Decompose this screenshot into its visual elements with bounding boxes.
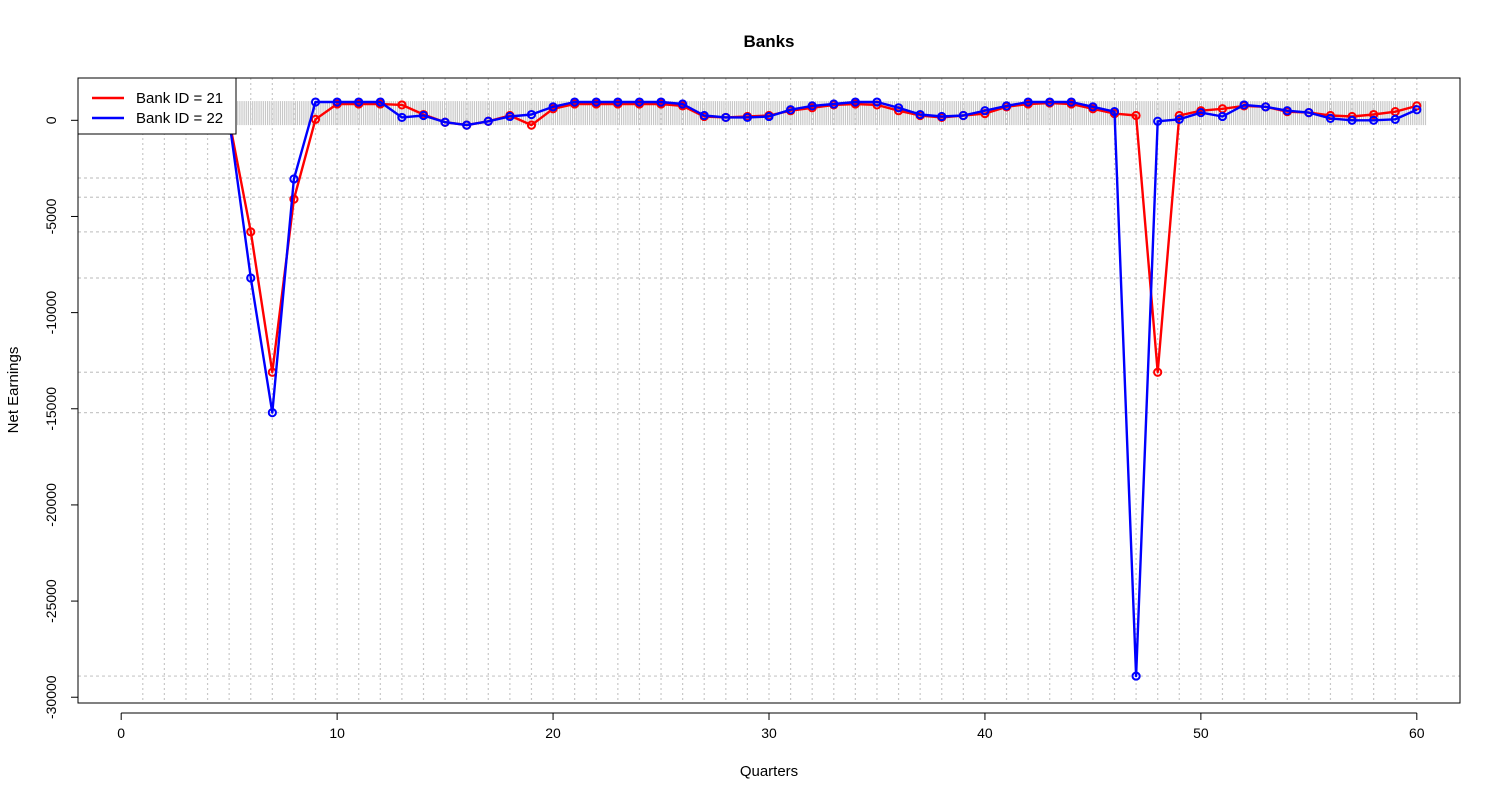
data-point: [1153, 116, 1163, 126]
y-tick-label: -30000: [43, 675, 59, 719]
data-point: [1390, 114, 1400, 124]
data-point: [289, 194, 299, 204]
data-point: [1412, 105, 1422, 115]
legend-box: [77, 77, 237, 135]
y-tick-label: -25000: [43, 579, 59, 623]
y-tick-label: -15000: [43, 387, 59, 431]
data-point: [526, 120, 537, 130]
data-point: [915, 109, 925, 120]
series-line-1: [228, 100, 1418, 678]
x-tick-label: 50: [1193, 725, 1209, 741]
data-point: [440, 117, 450, 127]
data-point: [1217, 111, 1228, 122]
x-tick-label: 40: [977, 725, 993, 741]
data-point: [764, 111, 774, 122]
data-point: [418, 110, 429, 121]
x-axis-label: Quarters: [740, 763, 798, 780]
data-point: [980, 106, 990, 116]
y-tick-label: 0: [43, 116, 59, 124]
data-point: [1369, 115, 1379, 125]
data-point: [375, 97, 385, 107]
data-point: [1347, 115, 1357, 125]
data-point: [1066, 97, 1076, 107]
data-point: [267, 408, 277, 418]
data-point: [1261, 102, 1271, 112]
legend: Bank ID = 21 Bank ID = 22: [77, 77, 237, 135]
data-point: [526, 109, 537, 120]
data-point: [742, 112, 753, 123]
data-point: [1304, 108, 1314, 118]
series-line-0: [228, 101, 1418, 374]
data-point: [1369, 109, 1379, 120]
data-point: [246, 273, 256, 283]
data-point: [1023, 97, 1033, 107]
data-point: [310, 114, 321, 124]
data-point: [937, 111, 947, 122]
data-point: [958, 110, 968, 121]
data-point: [893, 103, 904, 113]
data-point: [397, 100, 407, 110]
data-point: [1153, 367, 1163, 377]
data-point: [1239, 100, 1249, 110]
data-point: [1045, 97, 1055, 107]
data-point: [1174, 114, 1184, 124]
data-point: [354, 97, 364, 107]
data-point: [678, 99, 688, 109]
data-point: [310, 97, 321, 107]
x-tick-label: 10: [329, 725, 345, 741]
data-point: [246, 227, 256, 237]
data-point: [785, 105, 796, 115]
data-point: [829, 99, 839, 109]
data-point: [807, 101, 817, 111]
data-point: [462, 120, 472, 130]
data-point: [548, 102, 558, 112]
x-tick-label: 20: [545, 725, 561, 741]
x-tick-label: 0: [117, 725, 125, 741]
data-point: [634, 97, 645, 107]
y-tick-label: -10000: [43, 291, 59, 335]
data-point: [613, 97, 623, 107]
legend-label-bank-22: Bank ID = 22: [136, 110, 223, 127]
data-point: [332, 97, 342, 107]
data-point: [850, 97, 860, 107]
data-point: [1412, 101, 1422, 111]
data-point: [1131, 671, 1141, 681]
x-tick-label: 60: [1409, 725, 1425, 741]
data-point: [872, 97, 882, 107]
data-point: [1282, 106, 1292, 116]
data-point: [505, 111, 515, 122]
data-point: [1196, 108, 1206, 118]
data-point: [570, 97, 580, 107]
chart-title: Banks: [743, 32, 794, 51]
data-point: [1088, 102, 1098, 112]
data-point: [721, 112, 731, 123]
data-point: [397, 112, 407, 123]
data-point: [1325, 113, 1336, 123]
axis-layer: 0 10 20 30 40 50 60 0 -5000 -10000 -15000 -20000 -25…: [43, 116, 1425, 741]
y-tick-label: -5000: [43, 198, 59, 234]
data-point: [1001, 101, 1012, 111]
y-axis-label: Net Earnings: [5, 347, 22, 434]
data-point: [289, 174, 299, 184]
data-point: [699, 110, 709, 121]
legend-label-bank-21: Bank ID = 21: [136, 90, 223, 107]
series-layer: [224, 97, 1422, 681]
data-point: [656, 97, 666, 107]
y-tick-label: -20000: [43, 483, 59, 527]
data-point: [591, 97, 601, 107]
data-point: [1109, 107, 1120, 117]
x-tick-label: 30: [761, 725, 777, 741]
grid-layer: [78, 78, 1460, 703]
data-point: [1131, 110, 1141, 121]
data-point: [483, 116, 493, 126]
